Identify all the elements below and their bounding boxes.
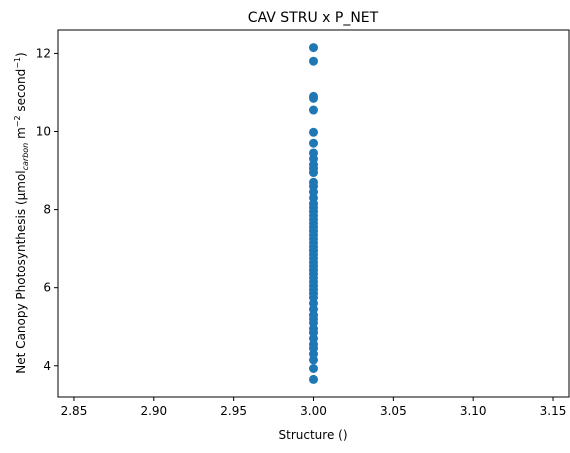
x-tick-label: 3.05 [380, 404, 407, 418]
data-point-6 [309, 139, 318, 148]
y-tick-label: 10 [36, 125, 51, 139]
y-axis-label-middle2: second [14, 69, 28, 116]
x-axis-label: Structure () [279, 428, 348, 442]
x-tick-label: 3.15 [540, 404, 567, 418]
y-tick-label: 6 [43, 281, 51, 295]
data-point-53 [309, 364, 318, 373]
data-point-11 [309, 168, 318, 177]
y-tick-label: 8 [43, 203, 51, 217]
x-tick-label: 3.00 [300, 404, 327, 418]
y-tick-label: 12 [36, 46, 51, 60]
data-point-0 [309, 43, 318, 52]
x-axis-ticks: 2.85 2.90 2.95 3.00 3.05 3.10 3.15 [61, 397, 567, 418]
x-tick-label: 2.95 [220, 404, 247, 418]
y-axis-label-exp2: −1 [13, 57, 22, 69]
x-tick-label: 2.90 [140, 404, 167, 418]
y-axis-label-subscript: carbon [21, 143, 30, 171]
y-axis-label-prefix: Net Canopy Photosynthesis (μmol [14, 170, 28, 373]
y-axis-label-suffix: ) [14, 52, 28, 57]
data-point-54 [309, 375, 318, 384]
y-axis-label-exp1: −2 [13, 115, 22, 127]
data-point-3 [309, 94, 318, 103]
x-tick-label: 2.85 [61, 404, 88, 418]
points-layer [309, 43, 318, 384]
data-point-52 [309, 355, 318, 364]
data-point-1 [309, 57, 318, 66]
y-axis-ticks: 4 6 8 10 12 [36, 46, 58, 372]
data-point-4 [309, 106, 318, 115]
y-axis-label: Net Canopy Photosynthesis (μmolcarbon m−… [13, 52, 30, 373]
data-point-5 [309, 128, 318, 137]
chart-title: CAV STRU x P_NET [248, 10, 379, 26]
y-tick-label: 4 [43, 359, 51, 373]
x-tick-label: 3.10 [460, 404, 487, 418]
y-axis-label-middle: m [14, 127, 28, 143]
